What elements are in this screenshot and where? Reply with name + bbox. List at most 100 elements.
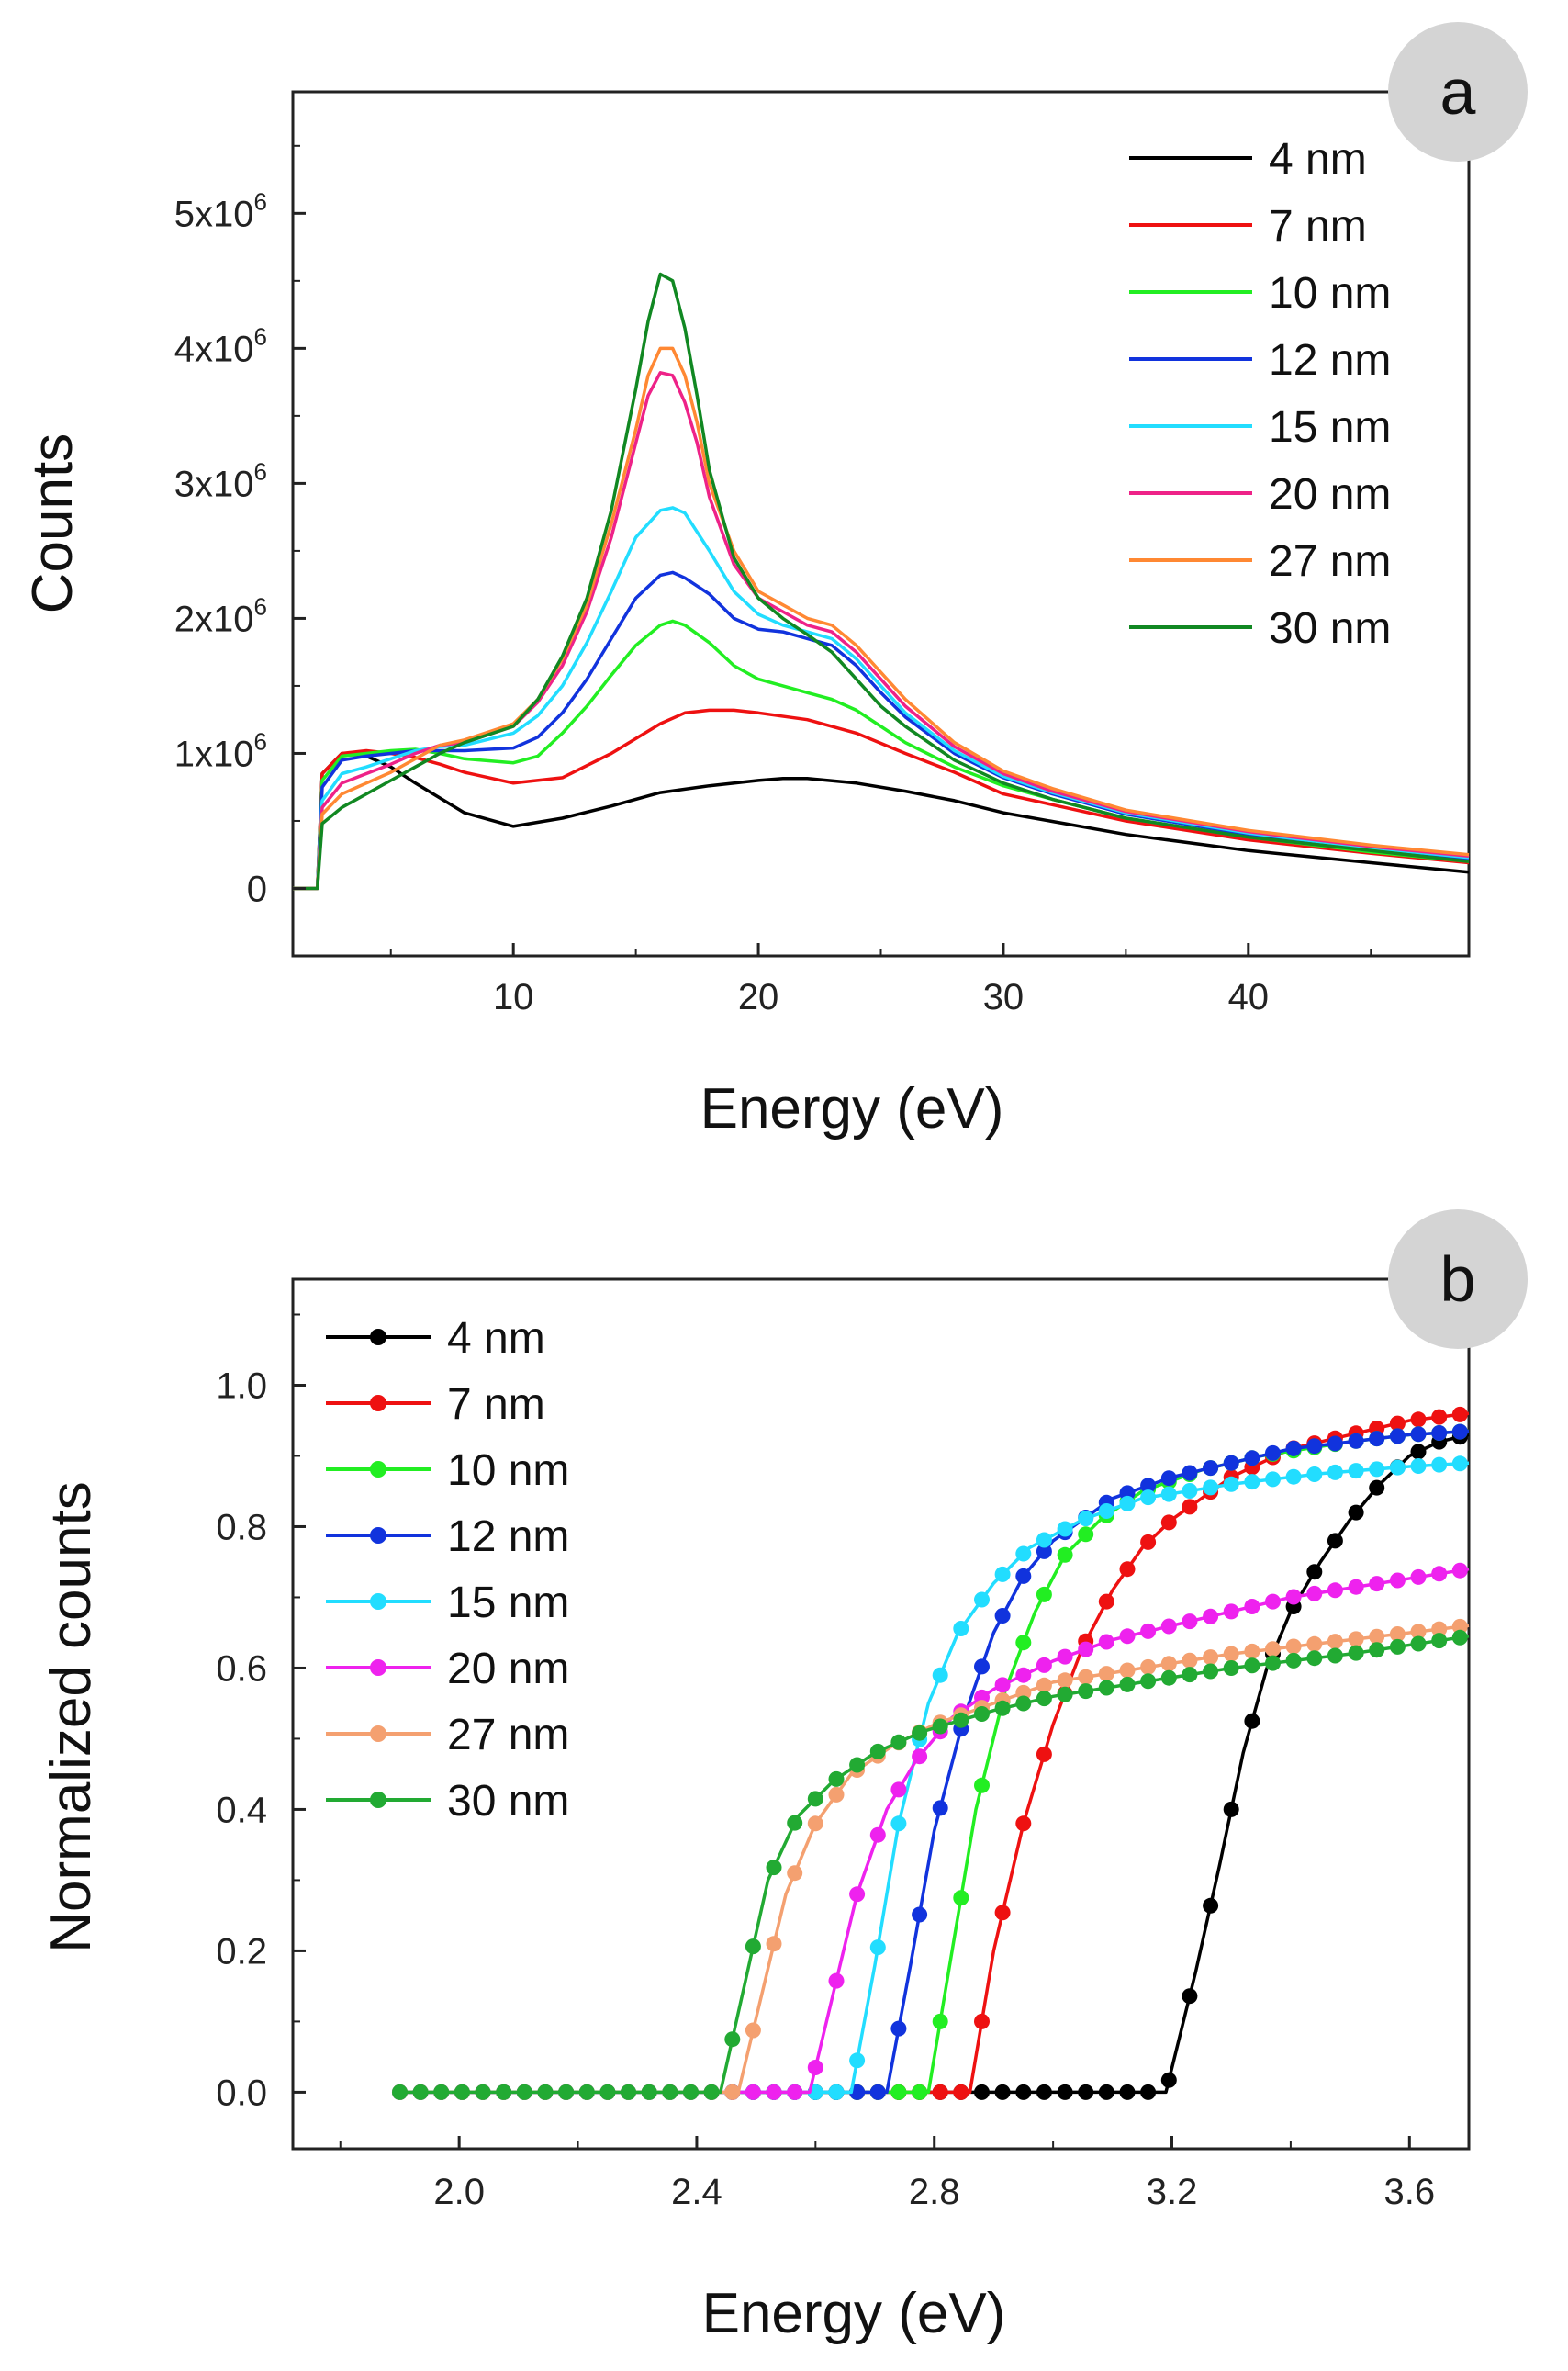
- panel-b-data-point-15-nm: [828, 2084, 845, 2100]
- panel-b-legend-label-12-nm: 12 nm: [447, 1512, 569, 1561]
- panel-b-data-point-15-nm: [1203, 1479, 1219, 1496]
- panel-b-data-point-4-nm: [1036, 2084, 1052, 2100]
- panel-b-data-point-20-nm: [1015, 1667, 1032, 1683]
- panel-b-data-point-12-nm: [1203, 1460, 1219, 1477]
- panel-a-y-tick-label: 1x106: [174, 727, 267, 774]
- panel-b-data-point-20-nm: [1098, 1634, 1114, 1650]
- panel-a-x-tick-label: 30: [983, 977, 1025, 1017]
- panel-b-data-point-30-nm: [1203, 1663, 1219, 1680]
- panel-b-legend-label-27-nm: 27 nm: [447, 1711, 569, 1759]
- panel-b-data-point-15-nm: [1410, 1458, 1427, 1474]
- panel-b-data-point-30-nm: [1265, 1655, 1281, 1671]
- panel-b-data-point-30-nm: [1348, 1645, 1364, 1661]
- panel-b-data-point-30-nm: [1306, 1650, 1323, 1667]
- panel-b-data-point-30-nm: [1451, 1629, 1468, 1646]
- panel-b-data-point-30-nm: [1285, 1652, 1302, 1669]
- panel-b-data-point-20-nm: [787, 2084, 803, 2100]
- panel-b-data-point-12-nm: [932, 1800, 948, 1816]
- panel-b-badge: b: [1388, 1209, 1528, 1349]
- panel-b-data-point-12-nm: [912, 1906, 928, 1923]
- panel-b-data-point-30-nm: [1327, 1647, 1343, 1664]
- panel-b-data-point-27-nm: [1036, 1677, 1052, 1693]
- panel-b-data-point-30-nm: [974, 1706, 990, 1722]
- panel-b-data-point-27-nm: [1285, 1638, 1302, 1655]
- panel-b-data-point-20-nm: [1348, 1579, 1364, 1595]
- panel-b-data-point-20-nm: [828, 1972, 845, 1989]
- panel-b-data-point-12-nm: [1451, 1423, 1468, 1440]
- panel-a-y-axis-title: Counts: [21, 433, 84, 613]
- panel-b-data-point-12-nm: [994, 1608, 1011, 1624]
- panel-b-data-point-30-nm: [1140, 1673, 1157, 1690]
- panel-b-data-point-15-nm: [1119, 1495, 1136, 1511]
- panel-b-data-point-7-nm: [1119, 1561, 1136, 1578]
- panel-b-data-point-4-nm: [1348, 1504, 1364, 1521]
- panel-b-data-point-12-nm: [974, 1658, 990, 1675]
- panel-b-data-point-10-nm: [932, 2013, 948, 2029]
- panel-b-data-point-7-nm: [1431, 1409, 1448, 1425]
- panel-b-data-point-27-nm: [1265, 1641, 1281, 1657]
- panel-b-series-group: [392, 1406, 1470, 2100]
- panel-b-data-point-4-nm: [1306, 1564, 1323, 1580]
- panel-b-data-point-30-nm: [599, 2084, 616, 2100]
- panel-a-legend-label-7-nm: 7 nm: [1269, 202, 1367, 251]
- panel-b-data-point-20-nm: [1369, 1576, 1385, 1592]
- panel-b-data-point-27-nm: [1223, 1646, 1239, 1662]
- panel-b-legend-marker-10-nm: [370, 1461, 386, 1478]
- panel-b-legend-label-30-nm: 30 nm: [447, 1777, 569, 1826]
- panel-b-data-point-12-nm: [1036, 1543, 1052, 1559]
- panel-b-data-point-12-nm: [1410, 1426, 1427, 1443]
- panel-b-badge-circle: [1388, 1209, 1528, 1349]
- panel-b-data-point-12-nm: [1265, 1444, 1281, 1461]
- panel-b-data-point-30-nm: [1244, 1657, 1260, 1674]
- panel-b-data-point-20-nm: [807, 2060, 823, 2075]
- panel-b-data-point-30-nm: [745, 1938, 761, 1955]
- panel-b-data-point-4-nm: [1057, 2084, 1073, 2100]
- panel-b-data-point-27-nm: [1203, 1649, 1219, 1666]
- panel-b-data-point-12-nm: [890, 2020, 907, 2037]
- panel-b-data-point-20-nm: [1182, 1613, 1198, 1630]
- panel-b-data-point-30-nm: [641, 2084, 657, 2100]
- panel-b-legend-marker-27-nm: [370, 1725, 386, 1742]
- panel-b-data-point-30-nm: [662, 2084, 678, 2100]
- panel-b-data-point-7-nm: [953, 2084, 969, 2100]
- panel-b-data-point-4-nm: [1369, 1479, 1385, 1496]
- panel-b-legend-marker-7-nm: [370, 1395, 386, 1411]
- panel-a-series-line-27-nm: [293, 346, 1470, 891]
- panel-b-data-point-30-nm: [1119, 1676, 1136, 1692]
- panel-b-data-point-30-nm: [724, 2031, 741, 2048]
- panel-b-data-point-4-nm: [974, 2084, 990, 2100]
- panel-b-data-point-7-nm: [1160, 1514, 1177, 1531]
- panel-b-legend-label-15-nm: 15 nm: [447, 1579, 569, 1627]
- panel-b-data-point-30-nm: [1182, 1667, 1198, 1683]
- panel-b-data-point-15-nm: [1098, 1503, 1114, 1519]
- panel-b-data-point-27-nm: [1389, 1626, 1406, 1642]
- panel-a-y-tick-label: 4x106: [174, 322, 267, 369]
- panel-b-data-point-27-nm: [745, 2022, 761, 2039]
- panel-b-data-point-30-nm: [787, 1815, 803, 1831]
- panel-a-x-axis-title: Energy (eV): [700, 1077, 1004, 1141]
- panel-b-data-point-12-nm: [1140, 1478, 1157, 1494]
- panel-b-data-point-7-nm: [1389, 1415, 1406, 1432]
- panel-b-data-point-7-nm: [1182, 1499, 1198, 1515]
- panel-b-data-point-4-nm: [1119, 2084, 1136, 2100]
- panel-a-legend-label-15-nm: 15 nm: [1269, 403, 1391, 452]
- panel-b-chart: 2.0 2.4 2.8 3.2 3.6 0.0 0.2 0.4 0.6 0.8 1.0 4 nm 7 …: [39, 1209, 1528, 2345]
- panel-b-data-point-10-nm: [1036, 1586, 1052, 1602]
- panel-b-data-point-27-nm: [1451, 1618, 1468, 1635]
- panel-b-data-point-4-nm: [1327, 1533, 1343, 1549]
- panel-a-y-tick-label: 3x106: [174, 457, 267, 504]
- panel-b-x-tick-label: 2.4: [671, 2172, 722, 2212]
- panel-b-data-point-15-nm: [994, 1566, 1011, 1582]
- panel-b-data-point-20-nm: [1036, 1657, 1052, 1673]
- panel-a-legend-label-12-nm: 12 nm: [1269, 336, 1391, 385]
- panel-b-data-point-20-nm: [912, 1748, 928, 1765]
- panel-b-data-point-20-nm: [1285, 1589, 1302, 1605]
- panel-b-data-point-20-nm: [1431, 1566, 1448, 1582]
- panel-b-data-point-15-nm: [1389, 1459, 1406, 1476]
- panel-b-data-point-27-nm: [1119, 1662, 1136, 1679]
- panel-b-x-tick-label: 2.8: [909, 2172, 960, 2212]
- panel-b-data-point-20-nm: [1327, 1582, 1343, 1599]
- panel-b-y-tick-label: 0.8: [216, 1507, 267, 1547]
- panel-b-data-point-10-nm: [890, 2084, 907, 2100]
- panel-b-data-point-27-nm: [1410, 1624, 1427, 1640]
